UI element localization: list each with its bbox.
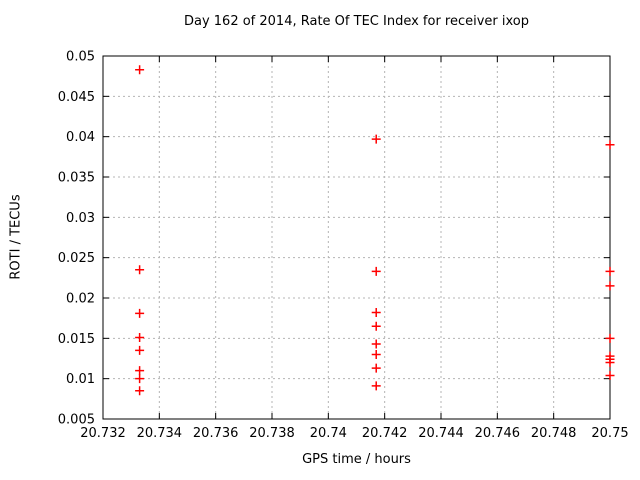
y-tick-label: 0.05 [66, 50, 95, 65]
x-tick-label: 20.748 [531, 426, 577, 441]
y-tick-label: 0.04 [66, 130, 95, 145]
x-tick-label: 20.732 [80, 426, 126, 441]
x-tick-label: 20.74 [310, 426, 347, 441]
y-tick-label: 0.005 [58, 413, 95, 428]
data-point [605, 358, 615, 368]
data-point [605, 281, 615, 291]
data-point [135, 333, 145, 343]
x-tick-label: 20.744 [418, 426, 464, 441]
data-point [371, 381, 381, 391]
x-tick-label: 20.738 [249, 426, 295, 441]
x-tick-label: 20.736 [193, 426, 239, 441]
data-point [135, 265, 145, 275]
data-point [135, 366, 145, 376]
data-point [371, 134, 381, 144]
data-point [371, 339, 381, 349]
y-tick-label: 0.03 [66, 211, 95, 226]
data-point [605, 140, 615, 150]
data-point [371, 308, 381, 318]
chart-title: Day 162 of 2014, Rate Of TEC Index for r… [183, 14, 530, 29]
data-point [605, 333, 615, 343]
y-tick-label: 0.025 [58, 251, 95, 266]
y-tick-label: 0.02 [66, 292, 95, 307]
data-point [371, 266, 381, 276]
y-tick-label: 0.01 [66, 372, 95, 387]
x-tick-label: 20.734 [137, 426, 183, 441]
data-point [605, 370, 615, 380]
data-point [371, 321, 381, 331]
plot-frame [102, 55, 611, 420]
data-point [605, 266, 615, 276]
data-point [135, 386, 145, 396]
data-point [135, 65, 145, 75]
y-tick-label: 0.045 [58, 90, 95, 105]
data-point [135, 374, 145, 384]
x-tick-label: 20.75 [591, 426, 628, 441]
data-point [371, 349, 381, 359]
y-tick-label: 0.015 [58, 332, 95, 347]
x-axis-label: GPS time / hours [302, 452, 411, 467]
y-tick-label: 0.035 [58, 171, 95, 186]
x-tick-label: 20.746 [475, 426, 521, 441]
data-point [135, 345, 145, 355]
data-point [371, 363, 381, 373]
x-tick-label: 20.742 [362, 426, 408, 441]
data-point [135, 308, 145, 318]
